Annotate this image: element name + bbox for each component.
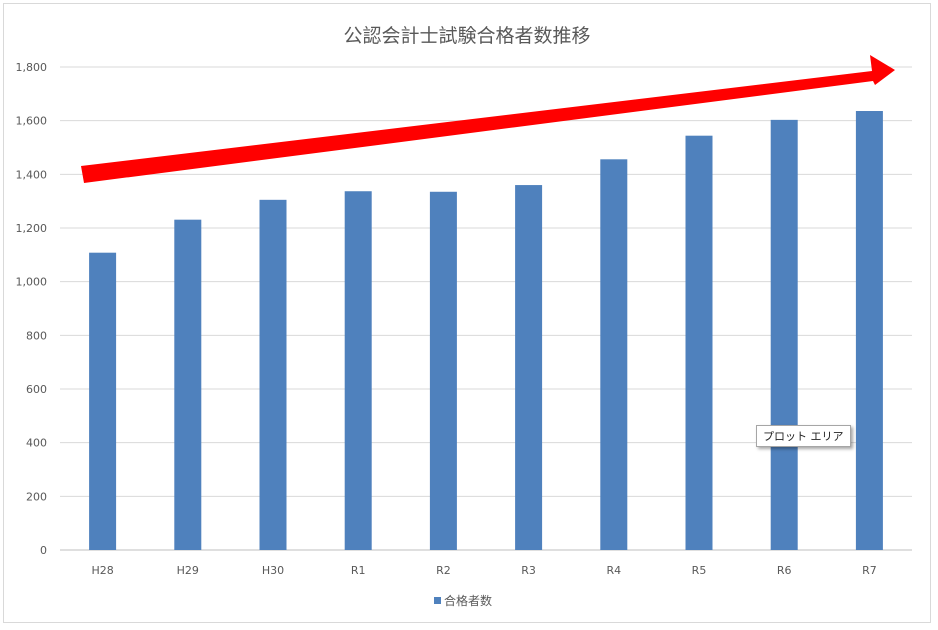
y-tick-label: 800 xyxy=(26,329,47,342)
bar[interactable] xyxy=(770,119,798,550)
bar[interactable] xyxy=(259,199,287,550)
bar[interactable] xyxy=(344,191,372,550)
x-tick-label: H30 xyxy=(262,564,284,577)
bar[interactable] xyxy=(515,185,543,551)
y-tick-label: 600 xyxy=(26,383,47,396)
y-tick-label: 0 xyxy=(40,544,47,557)
y-tick-label: 1,200 xyxy=(16,222,48,235)
bar[interactable] xyxy=(429,191,457,550)
x-tick-label: H28 xyxy=(91,564,113,577)
x-tick-label: R4 xyxy=(606,564,621,577)
x-tick-label: R1 xyxy=(351,564,366,577)
y-tick-label: 1,800 xyxy=(16,61,48,74)
legend-swatch xyxy=(434,597,441,604)
x-tick-label: R3 xyxy=(521,564,536,577)
y-tick-label: 1,000 xyxy=(16,276,48,289)
y-tick-label: 200 xyxy=(26,490,47,503)
bar[interactable] xyxy=(685,135,713,550)
x-tick-label: R5 xyxy=(692,564,707,577)
x-tick-label: R7 xyxy=(862,564,877,577)
bar[interactable] xyxy=(855,111,883,551)
x-tick-label: R2 xyxy=(436,564,451,577)
x-tick-label: H29 xyxy=(177,564,199,577)
trend-arrow-shape xyxy=(81,55,895,183)
legend[interactable]: 合格者数 xyxy=(434,593,492,608)
trend-arrow xyxy=(81,55,895,183)
bars[interactable] xyxy=(89,111,883,551)
legend-label: 合格者数 xyxy=(444,593,492,608)
y-tick-label: 1,400 xyxy=(16,168,48,181)
y-tick-label: 400 xyxy=(26,437,47,450)
bar[interactable] xyxy=(174,219,202,550)
plot-area-tooltip: プロット エリア xyxy=(756,425,851,447)
bar[interactable] xyxy=(89,252,117,551)
bar[interactable] xyxy=(600,159,628,550)
y-axis-ticks: 0 200 400 600 800 1,000 1,200 1,400 1,600 1,800 xyxy=(16,61,48,557)
x-axis-ticks: H28 H29 H30 R1 R2 R3 R4 R5 R6 R7 xyxy=(91,564,876,577)
x-tick-label: R6 xyxy=(777,564,792,577)
y-tick-label: 1,600 xyxy=(16,115,48,128)
chart-title: 公認会計士試験合格者数推移 xyxy=(343,25,590,47)
